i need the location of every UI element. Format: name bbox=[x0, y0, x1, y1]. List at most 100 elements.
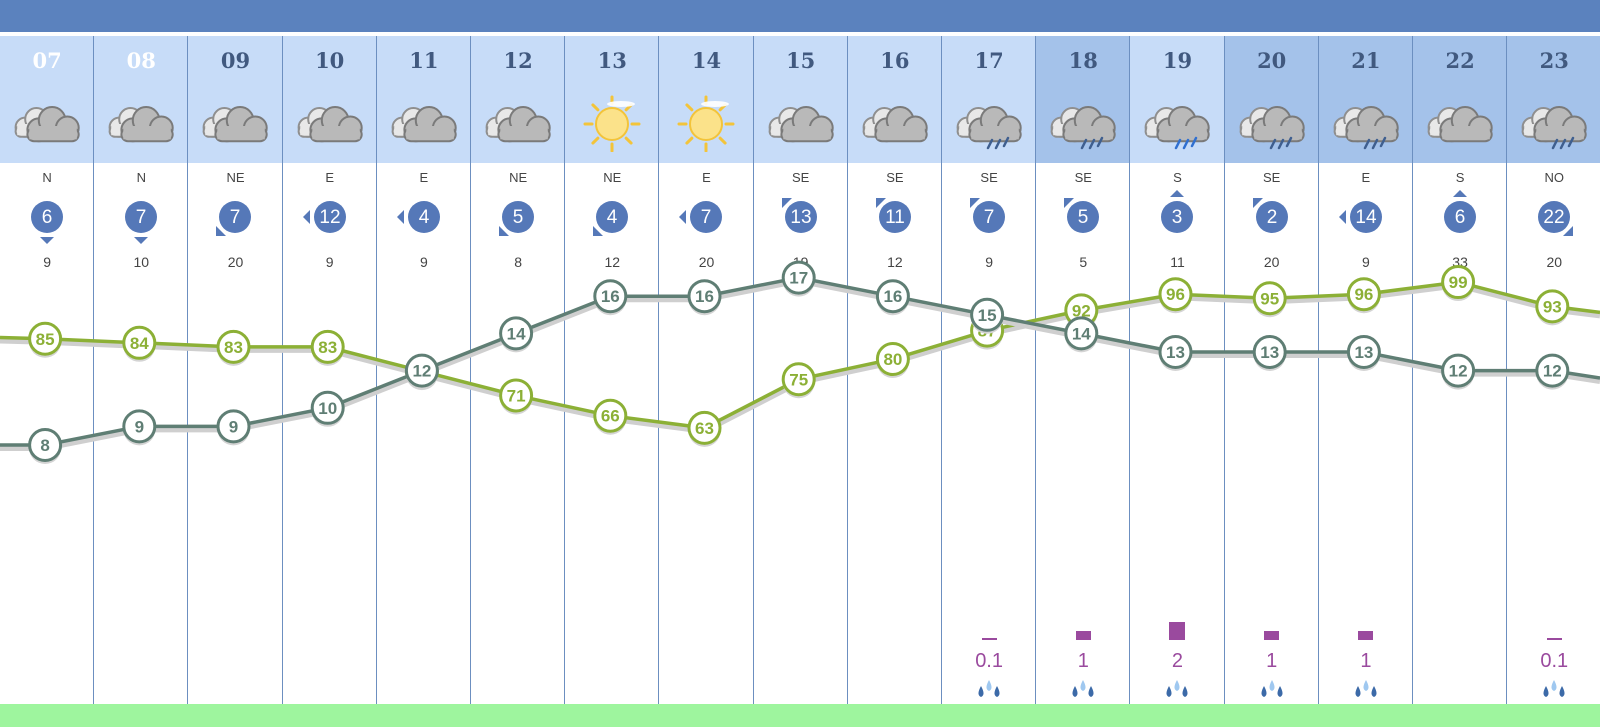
wind-direction: N bbox=[42, 170, 52, 185]
wind-speed-badge: 7 bbox=[970, 198, 1006, 234]
hour-label: 07 bbox=[32, 48, 62, 73]
cloudy-icon bbox=[483, 92, 553, 152]
temperature-point-label: 12 bbox=[412, 362, 431, 381]
wind-gust: 9 bbox=[419, 254, 428, 270]
hour-column: 08 N 7 10 bbox=[94, 36, 189, 704]
top-divider bbox=[0, 32, 1600, 36]
hour-label: 23 bbox=[1539, 48, 1569, 73]
temperature-point-label: 17 bbox=[789, 269, 808, 288]
humidity-point: 80 bbox=[875, 342, 910, 378]
humidity-point-label: 83 bbox=[224, 338, 243, 357]
svg-text:5: 5 bbox=[513, 207, 524, 228]
wind-gust: 10 bbox=[133, 254, 150, 270]
wind-speed-badge: 22 bbox=[1537, 200, 1574, 236]
cloudy-icon bbox=[860, 92, 930, 152]
humidity-point-label: 95 bbox=[1260, 289, 1279, 308]
wind-direction: N bbox=[136, 170, 146, 185]
hour-label: 13 bbox=[597, 48, 627, 73]
wind-speed-badge: 6 bbox=[30, 200, 64, 244]
precip-amount: 0.1 bbox=[975, 650, 1003, 672]
top-bar bbox=[0, 0, 1600, 32]
precip-amount: 1 bbox=[1077, 650, 1089, 672]
wind-speed-badge: 12 bbox=[302, 200, 347, 234]
temperature-point-label: 12 bbox=[1449, 362, 1468, 381]
temperature-point: 13 bbox=[1158, 335, 1193, 371]
temperature-point: 16 bbox=[875, 279, 910, 316]
hour-column: 13 NE 4 12 bbox=[565, 36, 660, 704]
humidity-point: 71 bbox=[499, 378, 534, 415]
precip-bar bbox=[1264, 631, 1280, 640]
precip-bar bbox=[1358, 631, 1374, 640]
wind-gust: 5 bbox=[1079, 254, 1088, 270]
hour-label: 17 bbox=[974, 48, 1004, 73]
hour-label: 15 bbox=[786, 48, 816, 73]
temperature-point: 17 bbox=[781, 260, 816, 297]
wind-speed-badge: 4 bbox=[396, 200, 441, 234]
rain-drops-icon bbox=[1163, 679, 1191, 701]
hour-label: 19 bbox=[1162, 48, 1193, 73]
wind-speed-badge: 7 bbox=[679, 200, 723, 234]
humidity-point-label: 84 bbox=[130, 334, 149, 353]
humidity-point: 66 bbox=[593, 398, 628, 435]
cloudy-icon bbox=[106, 92, 176, 152]
hour-column: 23 NO 22 20 0.1 bbox=[1507, 36, 1600, 704]
sunny-icon bbox=[577, 92, 647, 153]
temperature-point-label: 8 bbox=[40, 436, 49, 455]
rain-cloud-icon bbox=[1331, 92, 1401, 152]
heavy-rain-cloud-icon bbox=[1142, 92, 1212, 152]
humidity-point-label: 71 bbox=[507, 386, 526, 405]
hour-label: 14 bbox=[691, 48, 722, 73]
wind-direction: SE bbox=[1263, 170, 1281, 185]
cloudy-icon bbox=[1425, 92, 1495, 152]
humidity-point-label: 75 bbox=[789, 370, 808, 389]
svg-text:22: 22 bbox=[1544, 207, 1565, 228]
wind-gust: 20 bbox=[227, 254, 244, 270]
svg-text:11: 11 bbox=[885, 207, 905, 228]
rain-cloud-icon bbox=[954, 92, 1024, 152]
wind-speed-badge: 13 bbox=[781, 198, 818, 234]
precip-bar bbox=[1546, 638, 1562, 640]
precip-amount: 1 bbox=[1266, 650, 1278, 672]
cloudy-icon bbox=[295, 92, 365, 152]
temperature-point: 15 bbox=[970, 297, 1005, 334]
hour-column: 19 S 3 11 2 bbox=[1130, 36, 1225, 704]
humidity-point: 83 bbox=[310, 329, 345, 366]
cloudy-icon bbox=[200, 92, 270, 152]
temperature-point: 10 bbox=[310, 390, 345, 427]
humidity-point: 84 bbox=[122, 325, 157, 362]
wind-direction: SE bbox=[1074, 170, 1092, 185]
hour-column: 15SE1319 bbox=[753, 36, 848, 704]
column-divider bbox=[375, 36, 377, 704]
temperature-point-label: 13 bbox=[1354, 343, 1373, 362]
cloudy-icon bbox=[766, 92, 836, 152]
rain-drops-icon bbox=[975, 679, 1003, 701]
precip-bar bbox=[1075, 631, 1091, 640]
svg-text:7: 7 bbox=[701, 207, 712, 228]
temperature-point: 13 bbox=[1252, 335, 1287, 371]
wind-gust: 8 bbox=[514, 254, 522, 270]
hour-column: 14 E 7 20 bbox=[659, 36, 754, 704]
svg-text:7: 7 bbox=[136, 207, 147, 228]
humidity-point: 95 bbox=[1252, 281, 1287, 318]
temperature-point-label: 9 bbox=[229, 417, 238, 436]
rain-drops-icon bbox=[1258, 679, 1286, 701]
temperature-point: 12 bbox=[404, 353, 439, 390]
humidity-point: 83 bbox=[216, 329, 251, 366]
humidity-point-label: 99 bbox=[1449, 273, 1468, 292]
temperature-point: 13 bbox=[1346, 335, 1381, 371]
sunny-icon bbox=[671, 92, 741, 153]
temperature-point: 8 bbox=[28, 428, 63, 464]
temperature-point: 16 bbox=[593, 279, 628, 316]
svg-text:12: 12 bbox=[319, 207, 340, 228]
rain-cloud-icon bbox=[1519, 92, 1589, 152]
humidity-point-label: 63 bbox=[695, 419, 714, 438]
column-divider bbox=[658, 36, 660, 704]
wind-direction: NE bbox=[509, 170, 528, 185]
column-divider bbox=[93, 36, 95, 704]
wind-direction: E bbox=[1361, 170, 1371, 185]
precip-amount: 2 bbox=[1171, 650, 1184, 672]
hour-label: 10 bbox=[315, 48, 345, 73]
column-divider bbox=[1223, 36, 1225, 704]
hourly-forecast-grid: 07 N 6 9 08 N 7 10 09 NE 7 20 10 E 12 9 11 E 4 9 12 NE 5 8 13 NE 4… bbox=[0, 36, 1600, 704]
